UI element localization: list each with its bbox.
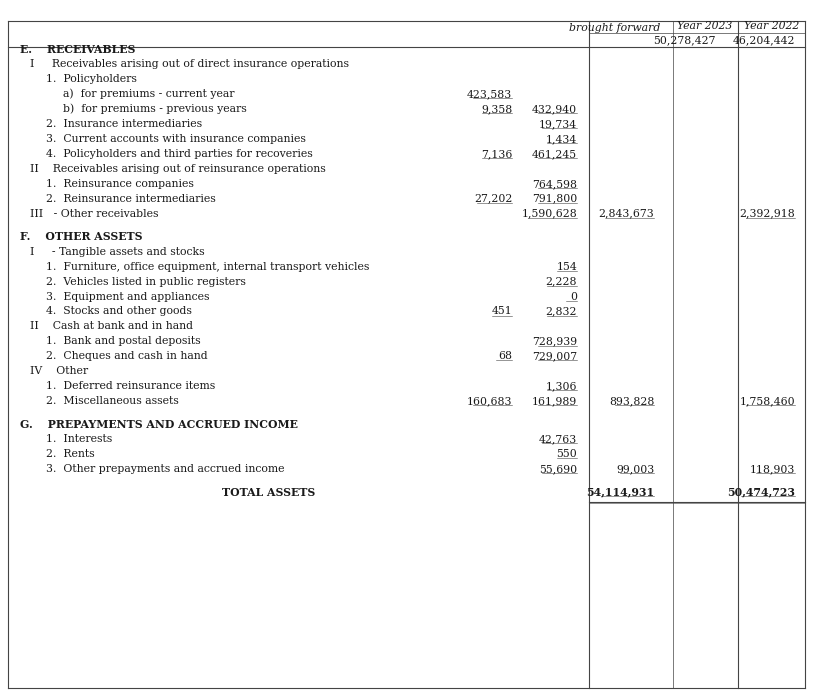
Text: 2,843,673: 2,843,673 bbox=[598, 208, 654, 219]
Text: 55,690: 55,690 bbox=[539, 464, 577, 474]
Text: Year 2022: Year 2022 bbox=[744, 21, 799, 31]
Text: 1,758,460: 1,758,460 bbox=[740, 396, 795, 406]
Text: 729,007: 729,007 bbox=[532, 351, 577, 361]
Text: b)  for premiums - previous years: b) for premiums - previous years bbox=[63, 104, 246, 114]
Text: III   - Other receivables: III - Other receivables bbox=[30, 208, 159, 219]
Text: 893,828: 893,828 bbox=[609, 396, 654, 406]
Text: 0: 0 bbox=[570, 291, 577, 302]
Text: 2,832: 2,832 bbox=[546, 306, 577, 316]
Text: 1,590,628: 1,590,628 bbox=[521, 208, 577, 219]
Text: IV    Other: IV Other bbox=[30, 366, 88, 376]
Text: 1,306: 1,306 bbox=[546, 381, 577, 391]
Text: 1.  Policyholders: 1. Policyholders bbox=[46, 74, 137, 84]
Text: 3.  Current accounts with insurance companies: 3. Current accounts with insurance compa… bbox=[46, 134, 307, 144]
Text: 4.  Policyholders and third parties for recoveries: 4. Policyholders and third parties for r… bbox=[46, 149, 313, 159]
Text: 9,358: 9,358 bbox=[481, 104, 512, 114]
Text: 154: 154 bbox=[556, 261, 577, 272]
Text: 54,114,931: 54,114,931 bbox=[586, 486, 654, 498]
Text: 68: 68 bbox=[498, 351, 512, 361]
Text: 2.  Insurance intermediaries: 2. Insurance intermediaries bbox=[46, 119, 202, 129]
Text: a)  for premiums - current year: a) for premiums - current year bbox=[63, 89, 234, 99]
Text: 423,583: 423,583 bbox=[467, 89, 512, 99]
Text: 791,800: 791,800 bbox=[532, 194, 577, 204]
Text: 2.  Reinsurance intermediaries: 2. Reinsurance intermediaries bbox=[46, 194, 216, 204]
Text: 2.  Miscellaneous assets: 2. Miscellaneous assets bbox=[46, 396, 179, 406]
Text: 1.  Bank and postal deposits: 1. Bank and postal deposits bbox=[46, 336, 201, 346]
Text: 99,003: 99,003 bbox=[616, 464, 654, 474]
Text: 27,202: 27,202 bbox=[474, 194, 512, 204]
Text: 7,136: 7,136 bbox=[480, 149, 512, 159]
Text: 4.  Stocks and other goods: 4. Stocks and other goods bbox=[46, 306, 192, 316]
Text: 1.  Interests: 1. Interests bbox=[46, 434, 112, 444]
Text: 3.  Equipment and appliances: 3. Equipment and appliances bbox=[46, 291, 210, 302]
Text: 1.  Deferred reinsurance items: 1. Deferred reinsurance items bbox=[46, 381, 215, 391]
Text: 2.  Vehicles listed in public registers: 2. Vehicles listed in public registers bbox=[46, 277, 246, 286]
Text: 46,204,442: 46,204,442 bbox=[733, 35, 795, 45]
Text: 432,940: 432,940 bbox=[532, 104, 577, 114]
Text: 50,474,723: 50,474,723 bbox=[727, 486, 795, 498]
Text: 728,939: 728,939 bbox=[532, 336, 577, 346]
Text: Year 2023: Year 2023 bbox=[677, 21, 732, 31]
Text: 461,245: 461,245 bbox=[532, 149, 577, 159]
Text: 1,434: 1,434 bbox=[546, 134, 577, 144]
Text: 1.  Furniture, office equipment, internal transport vehicles: 1. Furniture, office equipment, internal… bbox=[46, 261, 370, 272]
Text: TOTAL ASSETS: TOTAL ASSETS bbox=[222, 486, 315, 498]
Text: 19,734: 19,734 bbox=[539, 119, 577, 129]
Text: 2,228: 2,228 bbox=[546, 277, 577, 286]
Text: E.    RECEIVABLES: E. RECEIVABLES bbox=[20, 44, 135, 55]
Text: 118,903: 118,903 bbox=[750, 464, 795, 474]
Text: brought forward: brought forward bbox=[569, 22, 661, 33]
Text: 2.  Cheques and cash in hand: 2. Cheques and cash in hand bbox=[46, 351, 208, 361]
Text: 2.  Rents: 2. Rents bbox=[46, 449, 95, 459]
Text: 50,278,427: 50,278,427 bbox=[653, 35, 715, 45]
Text: 42,763: 42,763 bbox=[539, 434, 577, 444]
Text: 764,598: 764,598 bbox=[533, 179, 577, 189]
Text: II    Receivables arising out of reinsurance operations: II Receivables arising out of reinsuranc… bbox=[30, 164, 326, 174]
Text: 550: 550 bbox=[556, 449, 577, 459]
Text: 451: 451 bbox=[491, 306, 512, 316]
Text: 2,392,918: 2,392,918 bbox=[739, 208, 795, 219]
Text: I     - Tangible assets and stocks: I - Tangible assets and stocks bbox=[30, 247, 205, 256]
Text: G.    PREPAYMENTS AND ACCRUED INCOME: G. PREPAYMENTS AND ACCRUED INCOME bbox=[20, 419, 298, 430]
Text: II    Cash at bank and in hand: II Cash at bank and in hand bbox=[30, 321, 193, 332]
Text: I     Receivables arising out of direct insurance operations: I Receivables arising out of direct insu… bbox=[30, 59, 349, 70]
Text: F.    OTHER ASSETS: F. OTHER ASSETS bbox=[20, 231, 142, 243]
Text: 160,683: 160,683 bbox=[467, 396, 512, 406]
Text: 1.  Reinsurance companies: 1. Reinsurance companies bbox=[46, 179, 194, 189]
Text: 3.  Other prepayments and accrued income: 3. Other prepayments and accrued income bbox=[46, 464, 285, 474]
Text: 161,989: 161,989 bbox=[532, 396, 577, 406]
